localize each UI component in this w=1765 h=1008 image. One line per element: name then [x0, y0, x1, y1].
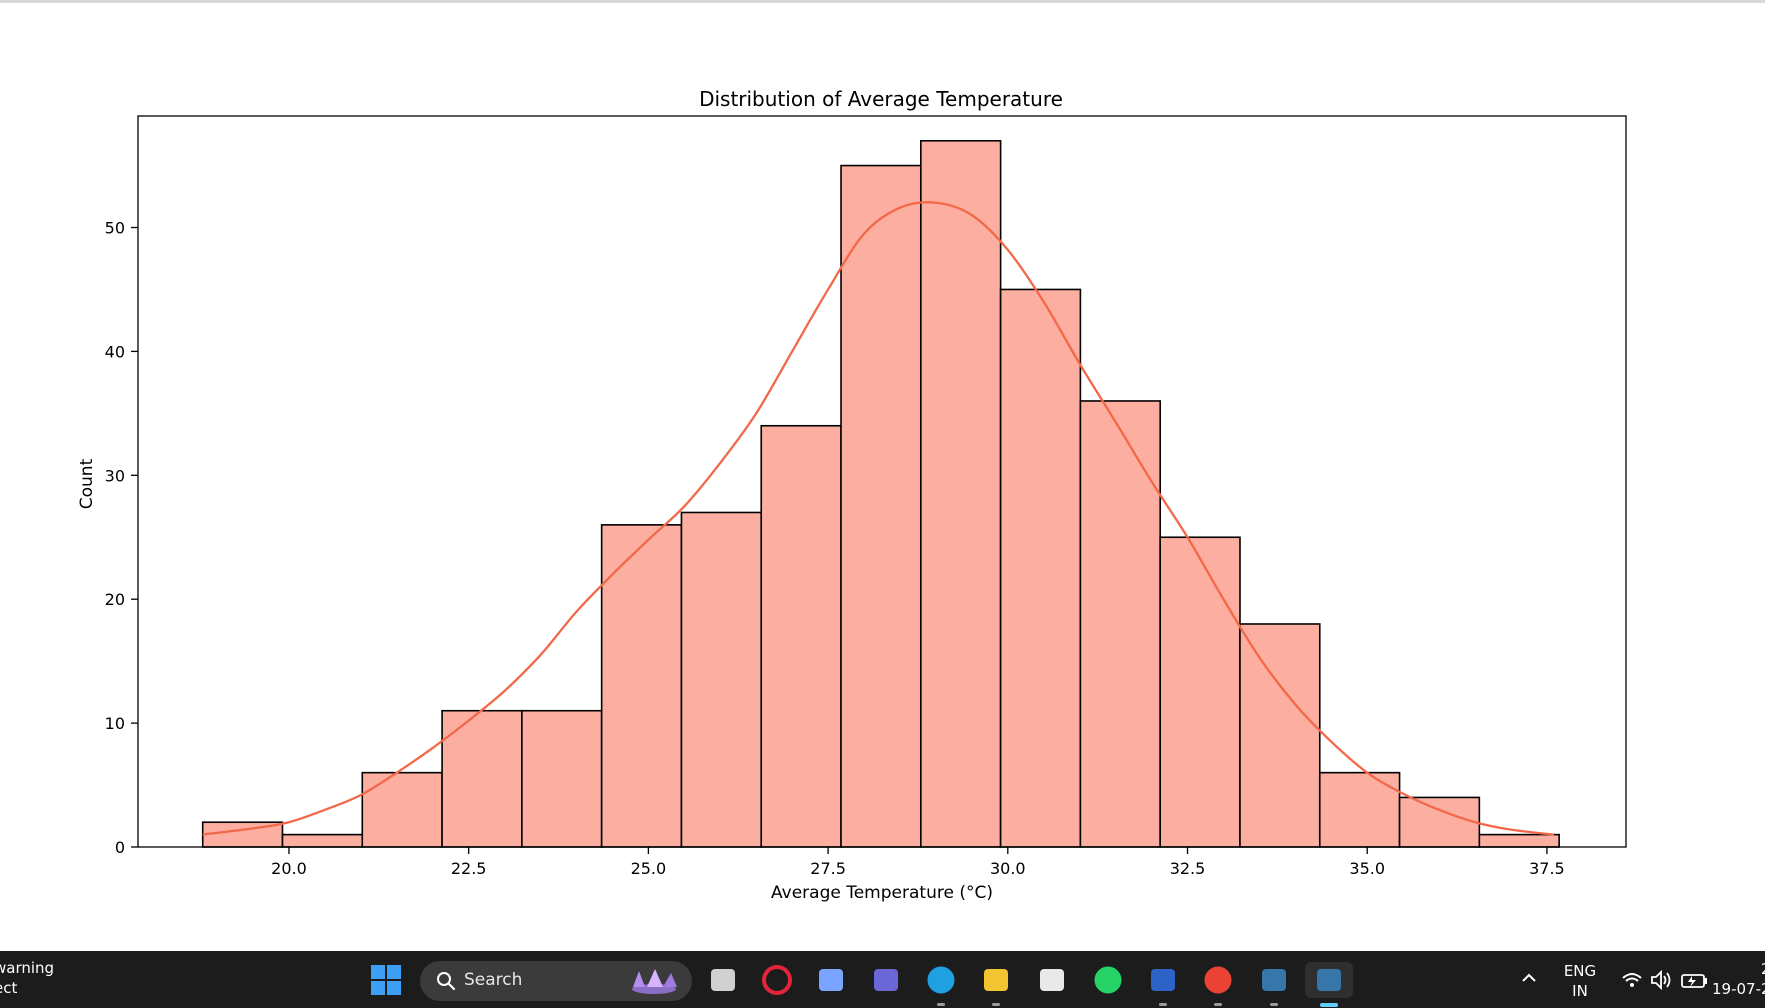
whatsapp-icon[interactable]	[1090, 962, 1126, 998]
x-axis-ticks: 20.0 22.5 25.0 27.5 30.0 32.5 35.0 37.5	[271, 847, 1565, 878]
copilot-icon[interactable]	[813, 962, 849, 998]
x-tick-label: 22.5	[451, 859, 487, 878]
teams-icon[interactable]	[868, 962, 904, 998]
histogram-bar	[999, 288, 1082, 848]
language-line2: IN	[1572, 982, 1588, 1000]
histogram-bar	[1398, 796, 1481, 848]
word-icon[interactable]	[1145, 962, 1181, 1006]
show-hidden-icons-chevron-icon[interactable]	[1520, 971, 1538, 985]
chrome-icon[interactable]	[1200, 962, 1236, 1006]
clock-time: 2	[1712, 959, 1765, 979]
histogram-bar	[521, 709, 603, 848]
python-idle-icon[interactable]	[1256, 962, 1292, 1006]
search-icon	[437, 972, 456, 991]
chart-title: Distribution of Average Temperature	[699, 87, 1063, 111]
x-tick-label: 35.0	[1349, 859, 1385, 878]
y-tick-label: 0	[115, 838, 125, 857]
kde-curve	[202, 201, 1555, 836]
y-tick-label: 20	[105, 590, 125, 609]
windows-start-icon[interactable]	[370, 964, 402, 996]
system-tray-icons[interactable]	[1620, 969, 1712, 991]
histogram-bar	[680, 511, 763, 848]
language-indicator[interactable]: ENG IN	[1562, 961, 1598, 1001]
y-tick-label: 30	[105, 466, 125, 485]
histogram-chart: Distribution of Average Temperature 20.0…	[77, 87, 1627, 903]
histogram-bar	[1239, 623, 1321, 848]
x-tick-label: 32.5	[1170, 859, 1206, 878]
search-highlight-art-icon	[632, 969, 677, 994]
x-tick-label: 20.0	[271, 859, 307, 878]
opera-icon[interactable]	[759, 962, 795, 998]
histogram-bars	[201, 139, 1560, 848]
histogram-bar	[840, 164, 922, 848]
y-tick-label: 50	[105, 219, 125, 238]
y-axis-label: Count	[77, 458, 97, 509]
edge-icon[interactable]	[923, 962, 959, 1006]
search-label: Search	[464, 970, 523, 990]
axes-frame	[137, 115, 1627, 848]
notification-text[interactable]: warning ect	[0, 958, 54, 998]
histogram-bar	[1478, 833, 1560, 848]
histogram-bar	[1159, 536, 1241, 848]
taskbar-search-box[interactable]: Search	[420, 961, 692, 1001]
taskbar: warning ect Search ENG IN	[0, 951, 1765, 1008]
histogram-bar	[441, 709, 523, 848]
x-tick-label: 30.0	[990, 859, 1026, 878]
histogram-bar	[1079, 400, 1161, 848]
file-explorer-icon[interactable]	[978, 962, 1014, 1006]
histogram-bar	[760, 424, 842, 848]
window-top-border	[0, 0, 1765, 3]
x-tick-label: 25.0	[631, 859, 667, 878]
x-axis-label: Average Temperature (°C)	[771, 883, 993, 903]
notification-line1: warning	[0, 959, 55, 977]
y-tick-label: 40	[105, 342, 125, 361]
histogram-bar	[1318, 771, 1401, 848]
x-tick-label: 27.5	[810, 859, 846, 878]
histogram-bar	[361, 771, 443, 848]
language-line1: ENG	[1563, 962, 1597, 980]
system-clock[interactable]: 2 19-07-2	[1712, 959, 1765, 999]
y-tick-label: 10	[105, 714, 125, 733]
y-axis-ticks: 0 10 20 30 40 50	[105, 219, 138, 857]
battery-icon	[1681, 974, 1707, 988]
clock-date: 19-07-2	[1712, 980, 1765, 998]
x-tick-label: 37.5	[1529, 859, 1565, 878]
histogram-bar	[920, 139, 1002, 848]
microsoft-store-icon[interactable]	[1034, 962, 1070, 998]
volume-icon	[1651, 969, 1671, 991]
task-view-icon[interactable]	[705, 962, 741, 998]
notification-line2: ect	[0, 979, 18, 997]
histogram-bar	[281, 833, 364, 848]
wifi-icon	[1622, 973, 1642, 987]
python-active-icon[interactable]	[1305, 962, 1353, 1007]
